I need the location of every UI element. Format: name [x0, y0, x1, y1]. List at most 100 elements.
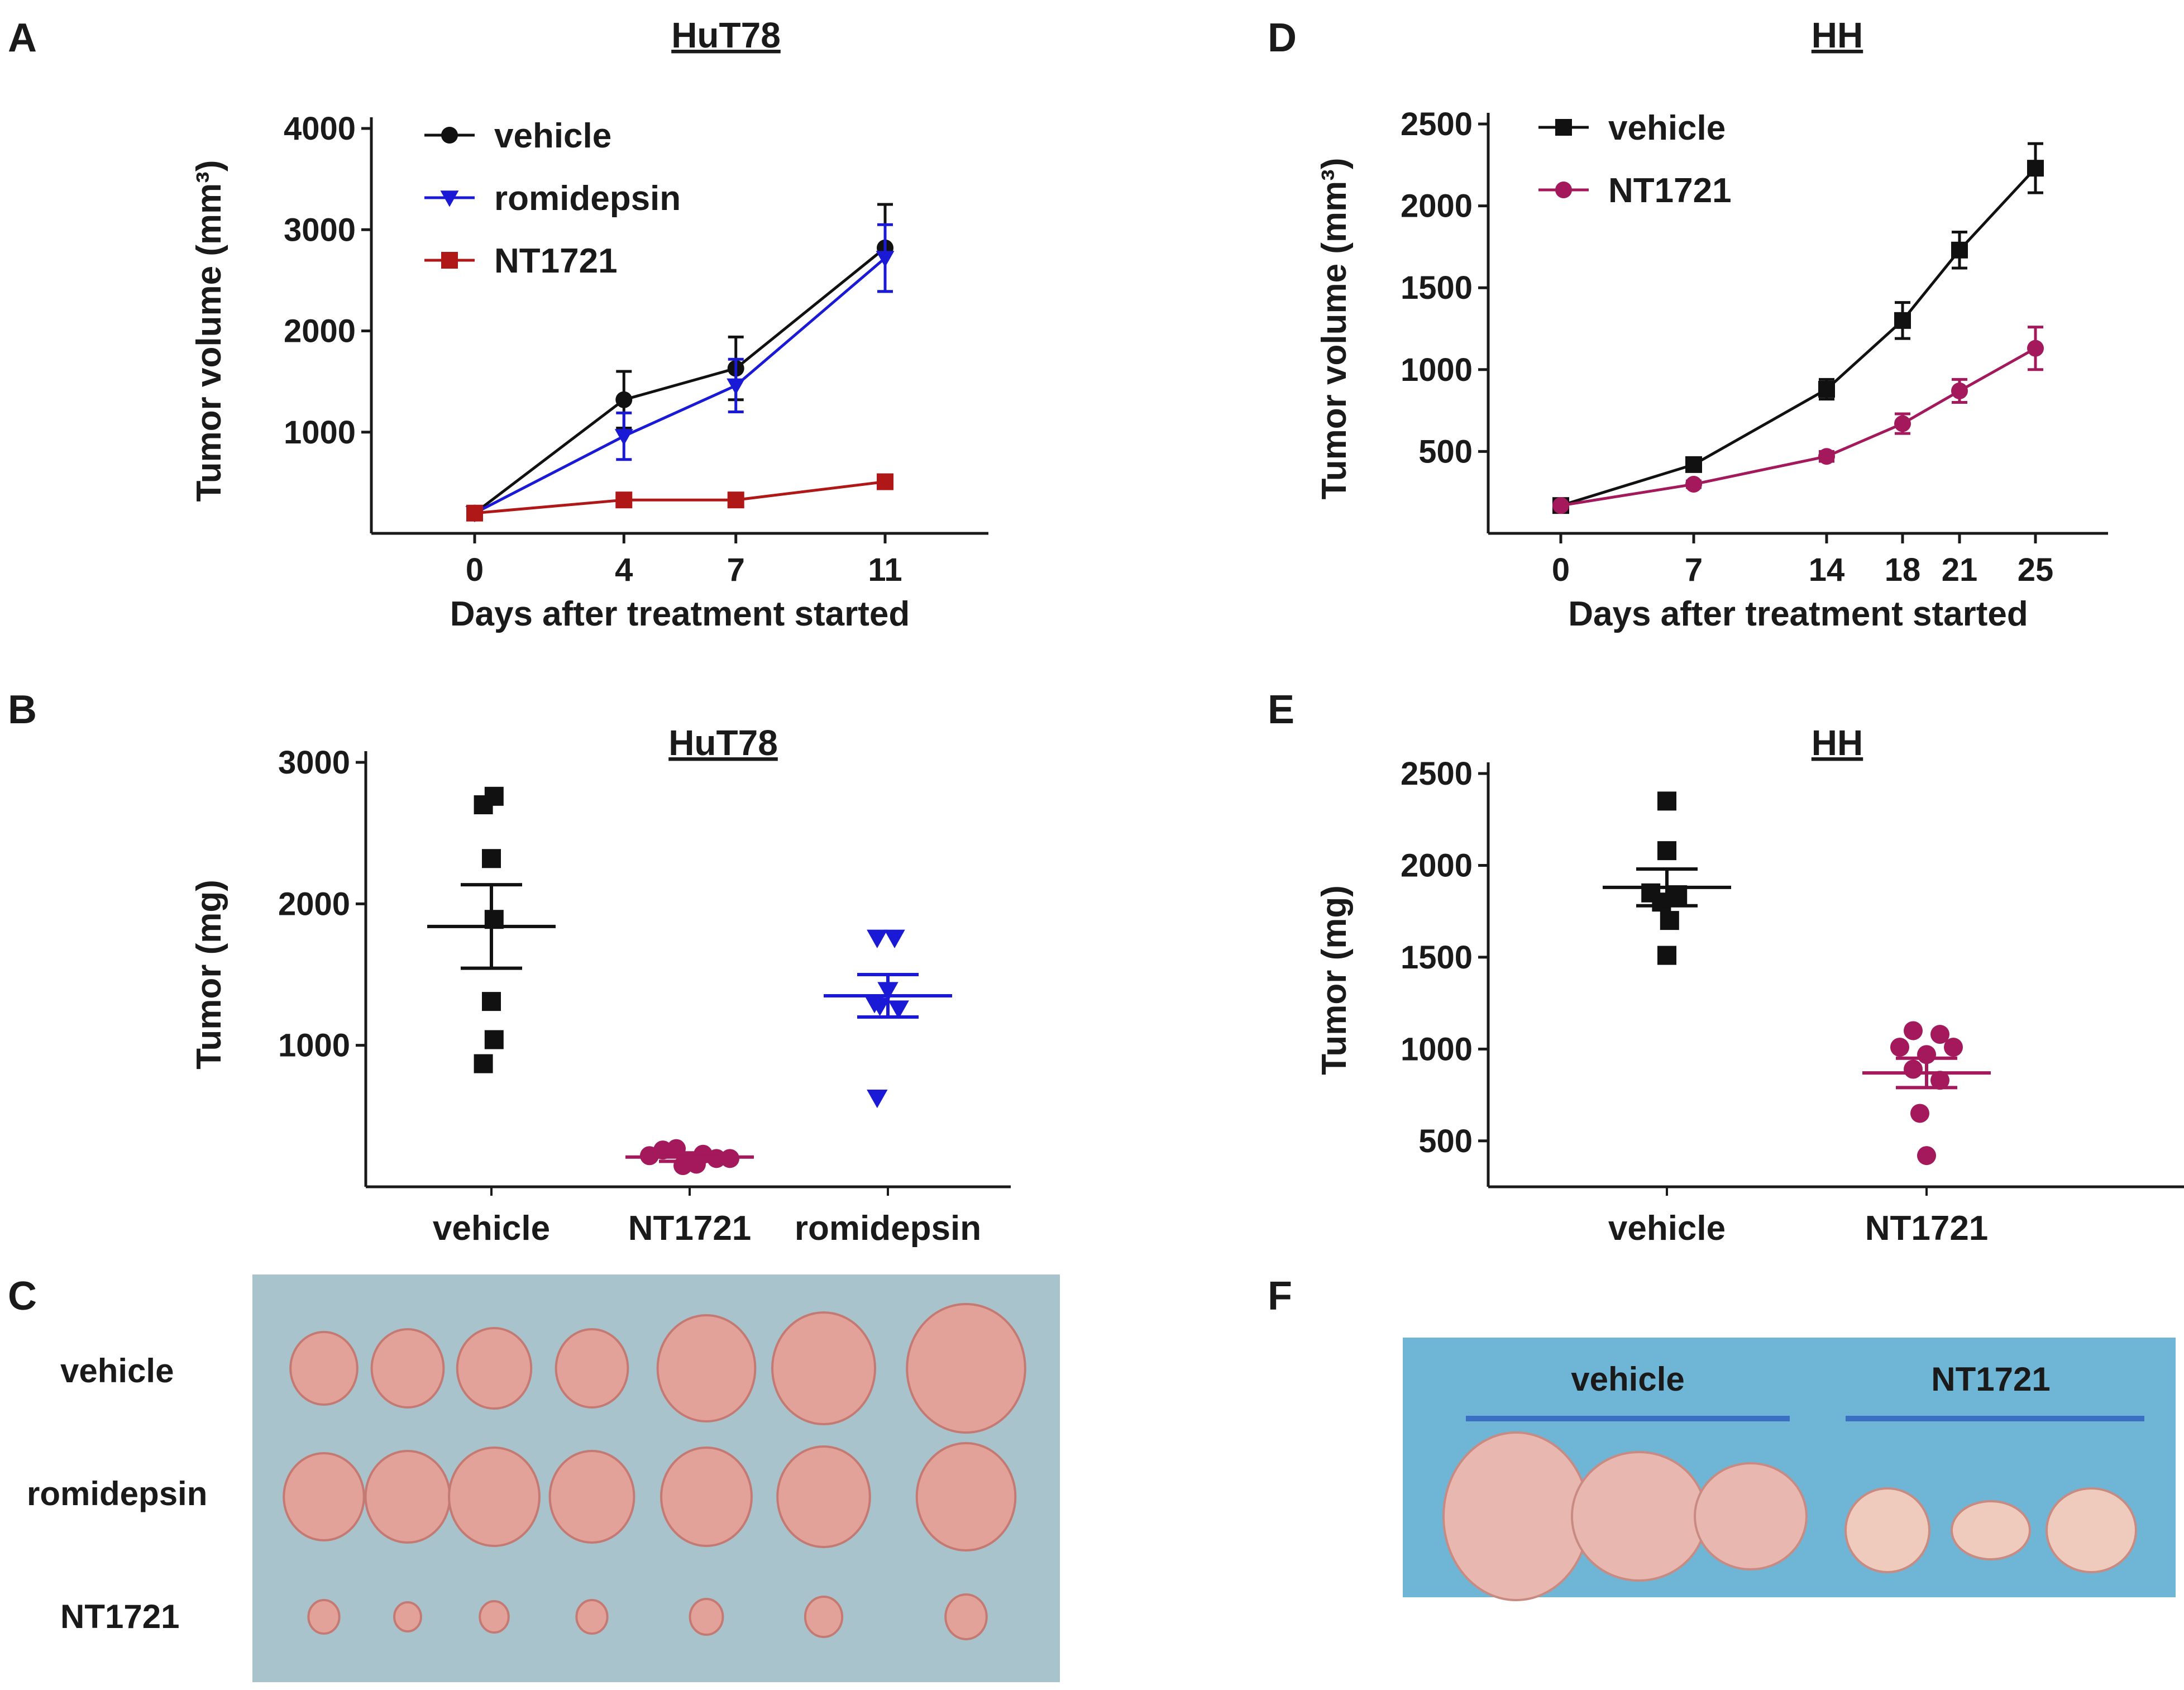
y-tick-label: 1000 [1401, 1031, 1473, 1067]
legend-marker-nt1721 [441, 252, 458, 269]
chart-title: HH [1812, 15, 1863, 55]
tumor-vehicle [456, 1327, 533, 1410]
x-tick-label: 0 [466, 552, 484, 588]
data-point-vehicle [482, 849, 501, 868]
y-tick-label: 3000 [278, 744, 350, 781]
tumor-romidepsin [548, 1450, 635, 1544]
x-tick-label: 21 [1942, 552, 1978, 588]
y-tick-label: 3000 [284, 212, 356, 248]
data-point-vehicle [482, 992, 501, 1011]
tumor-romidepsin [283, 1452, 365, 1541]
tumor-nt1721 [575, 1599, 609, 1635]
x-tick-label: 7 [727, 552, 745, 588]
photo-row-label-romidepsin: romidepsin [27, 1475, 207, 1512]
series-line-vehicle [474, 246, 886, 514]
y-tick-label: 1000 [1401, 352, 1473, 388]
y-tick-label: 2000 [1401, 188, 1473, 225]
series-line-nt1721 [474, 480, 886, 515]
panel-b-scatter-chart: 1000 2000 3000 HuT78 Tumor (mg) vehicle NT1721… [190, 723, 1011, 1248]
category-label-vehicle: vehicle [433, 1209, 550, 1248]
tumor-vehicle [1694, 1462, 1808, 1570]
series-line-vehicle [1560, 167, 2037, 507]
tumor-vehicle [370, 1328, 445, 1409]
panel-c-tumor-photo: vehicle romidepsin NT1721 [27, 1274, 1060, 1682]
y-tick-label: 500 [1418, 433, 1473, 470]
legend-label-nt1721: NT1721 [1608, 171, 1732, 210]
data-point-vehicle [1894, 312, 1911, 329]
tumor-vehicle [771, 1311, 876, 1425]
y-tick-label: 2000 [278, 886, 350, 922]
tumor-vehicle [289, 1331, 359, 1406]
data-point-nt1721 [1910, 1104, 1929, 1123]
panel-letter-e: E [1268, 688, 1294, 732]
panel-letter-b: B [8, 688, 37, 732]
tumor-vehicle [1442, 1431, 1590, 1601]
panel-letter-a: A [8, 16, 37, 60]
x-tick-label: 4 [615, 552, 633, 588]
legend-marker-vehicle [1555, 119, 1572, 136]
tumor-nt1721 [944, 1593, 988, 1640]
x-tick-label: 14 [1809, 552, 1845, 588]
tumor-vehicle [555, 1328, 629, 1409]
data-point-nt1721 [1552, 497, 1569, 514]
x-tick-label: 25 [2018, 552, 2054, 588]
chart-title: HH [1812, 723, 1863, 763]
tumor-nt1721 [2046, 1487, 2137, 1573]
data-point-romidepsin [876, 251, 895, 268]
data-point-nt1721 [1890, 1038, 1909, 1057]
y-tick-label: 1000 [284, 414, 356, 451]
y-axis-label: Tumor (mg) [1315, 885, 1354, 1075]
data-point-nt1721 [1930, 1071, 1949, 1090]
tumor-nt1721 [804, 1596, 844, 1638]
tumor-romidepsin [915, 1442, 1017, 1551]
y-tick-label: 4000 [284, 111, 356, 147]
data-point-nt1721 [615, 491, 633, 509]
y-tick-label: 2000 [284, 313, 356, 350]
data-point-nt1721 [2027, 340, 2044, 357]
category-label-nt1721: NT1721 [1865, 1209, 1989, 1248]
data-point-romidepsin [867, 1089, 888, 1109]
panel-d-line-chart: 500 1000 1500 2000 2500 0 7 14 18 21 25 HH Days afte… [1315, 15, 2108, 633]
data-point-vehicle [615, 391, 633, 408]
category-label-vehicle: vehicle [1608, 1209, 1726, 1248]
tumor-nt1721 [689, 1598, 724, 1636]
y-tick-label: 1000 [278, 1028, 350, 1064]
data-point-vehicle [1657, 791, 1676, 811]
x-axis-label: Days after treatment started [450, 595, 910, 633]
data-point-romidepsin [869, 997, 891, 1016]
y-axis-label: Tumor volume (mm³) [1315, 158, 1354, 500]
y-tick-label: 1500 [1401, 270, 1473, 306]
tumor-romidepsin [448, 1446, 541, 1547]
x-axis-label: Days after treatment started [1568, 595, 2028, 633]
data-point-romidepsin [888, 1000, 909, 1019]
tumor-vehicle [656, 1314, 757, 1422]
data-point-nt1721 [1685, 476, 1702, 493]
panel-letter-d: D [1268, 16, 1297, 60]
data-point-nt1721 [877, 473, 893, 490]
y-tick-label: 500 [1418, 1123, 1473, 1159]
data-point-nt1721 [1944, 1038, 1963, 1057]
x-tick-label: 0 [1552, 552, 1570, 588]
data-point-nt1721 [1904, 1021, 1923, 1040]
tumor-nt1721 [1844, 1487, 1930, 1573]
x-tick-label: 18 [1885, 552, 1921, 588]
data-point-vehicle [2027, 160, 2044, 177]
legend-label-vehicle: vehicle [1608, 109, 1726, 147]
data-point-vehicle [1657, 946, 1676, 965]
category-label-romidepsin: romidepsin [795, 1209, 981, 1248]
legend-marker-vehicle [441, 127, 458, 144]
y-tick-label: 2500 [1401, 106, 1473, 142]
tumor-romidepsin [776, 1445, 871, 1548]
data-point-vehicle [474, 1054, 493, 1073]
data-point-vehicle [1660, 911, 1679, 930]
data-point-nt1721 [687, 1154, 706, 1174]
x-tick-label: 11 [868, 552, 902, 588]
data-point-romidepsin [867, 929, 888, 948]
photo-group-label-nt1721: NT1721 [1931, 1360, 2050, 1398]
series-line-romidepsin [474, 257, 886, 514]
legend-marker-romidepsin [440, 190, 459, 207]
tumor-nt1721 [393, 1601, 422, 1632]
panel-letter-f: F [1268, 1274, 1292, 1319]
data-point-nt1721 [1930, 1025, 1949, 1044]
